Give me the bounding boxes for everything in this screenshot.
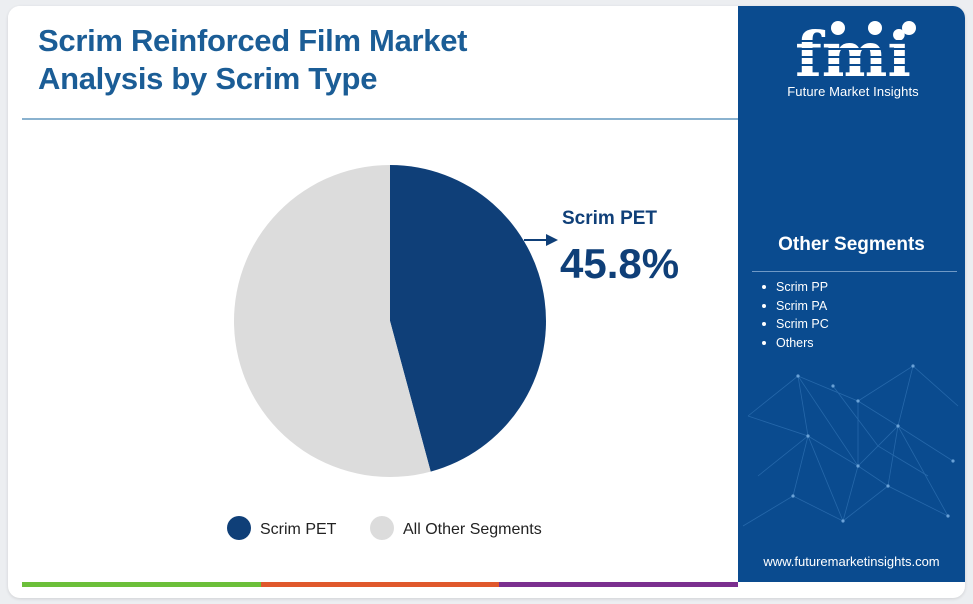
- bottom-bar-orange: [260, 582, 500, 587]
- bottom-color-bar: [22, 582, 739, 587]
- network-background: [742, 364, 959, 527]
- chart-legend: Scrim PET All Other Segments: [227, 516, 542, 540]
- legend-swatch: [370, 516, 394, 540]
- callout-label: Scrim PET: [562, 208, 657, 229]
- fmi-logo-mark: fmi: [768, 18, 938, 82]
- callout-arrow: [524, 234, 558, 246]
- segment-item: Scrim PA: [760, 297, 829, 316]
- infographic-card: Scrim Reinforced Film Market Analysis by…: [8, 6, 965, 598]
- title-divider: [22, 118, 738, 120]
- segments-divider: [752, 271, 957, 272]
- logo-subtitle: Future Market Insights: [787, 84, 919, 99]
- legend-label: All Other Segments: [403, 521, 542, 538]
- pie-slice-all-other-segments: [234, 165, 431, 477]
- callout-value: 45.8%: [560, 240, 679, 287]
- chart-panel: Scrim Reinforced Film Market Analysis by…: [8, 6, 738, 582]
- pie-slices: [234, 165, 547, 477]
- sidebar: fmi Future Market Insights Other Segment…: [738, 6, 965, 582]
- other-segments-title: Other Segments: [778, 234, 925, 255]
- bottom-bar-green: [22, 582, 261, 587]
- website-url[interactable]: www.futuremarketinsights.com: [763, 554, 940, 569]
- chart-title: Scrim Reinforced Film Market Analysis by…: [38, 23, 468, 96]
- segment-item: Scrim PP: [760, 278, 829, 297]
- bottom-bar-purple: [499, 582, 739, 587]
- pie-slice-scrim-pet: [390, 165, 547, 472]
- segment-item: Scrim PC: [760, 315, 829, 334]
- segment-item: Others: [760, 334, 829, 353]
- logo-stripes: [768, 40, 938, 66]
- other-segments-list: Scrim PP Scrim PA Scrim PC Others: [760, 278, 829, 353]
- fmi-logo: fmi Future Market Insights: [768, 18, 938, 99]
- logo-globe-icons: [831, 21, 916, 35]
- pie-chart: Scrim PET 45.8% Scrim PET All Other Segment…: [227, 165, 679, 540]
- legend-swatch: [227, 516, 251, 540]
- legend-label: Scrim PET: [260, 521, 337, 538]
